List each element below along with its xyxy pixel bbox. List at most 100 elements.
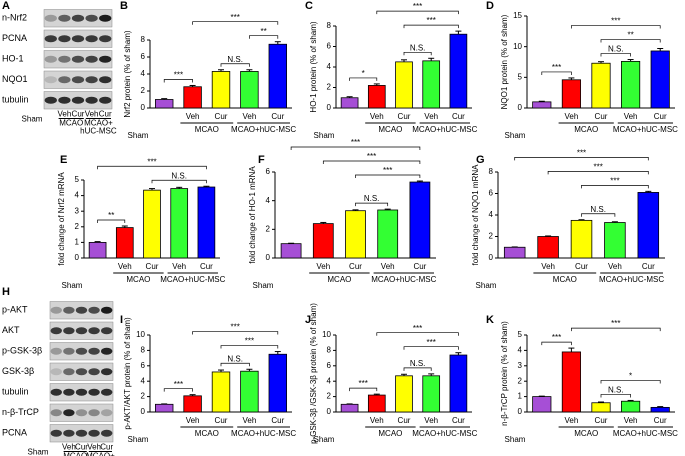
blot-band: [50, 409, 62, 417]
y-tick-label: 6: [327, 361, 332, 370]
y-tick-label: 2: [141, 392, 146, 401]
bar: [183, 86, 202, 109]
bar: [422, 60, 441, 109]
x-tick-label: Sham: [128, 131, 149, 140]
y-tick-label: 4: [518, 346, 523, 355]
y-tick-label: 8: [141, 346, 146, 355]
bar: [240, 71, 259, 109]
significance-label: ***: [610, 176, 619, 185]
group-label: MCAO: [378, 125, 402, 134]
x-tick-label: Veh: [565, 112, 579, 121]
y-tick-label: 6: [141, 361, 146, 370]
y-tick-label: 4: [75, 191, 80, 200]
blot-band: [44, 55, 57, 63]
blot-band: [75, 327, 88, 335]
significance-label: N.S.: [608, 386, 624, 395]
blot-band: [101, 327, 113, 335]
blot-band: [85, 76, 98, 84]
x-tick-label: Veh: [172, 262, 186, 271]
group-label: MCAO: [574, 429, 598, 438]
significance-bracket: [403, 346, 459, 350]
significance-label: ***: [413, 2, 422, 11]
y-tick-label: 2: [327, 83, 332, 92]
bar: [395, 375, 413, 413]
blot-band: [63, 327, 75, 335]
blot-row-label: HO-1: [2, 54, 24, 64]
x-tick-label: Sham: [505, 131, 526, 140]
blot-band: [63, 347, 75, 355]
panel-label: C: [305, 0, 313, 12]
blot-band: [63, 306, 75, 314]
y-tick-label: 0: [327, 407, 332, 416]
group-label: MCAO: [126, 275, 150, 284]
x-tick-label: Cur: [575, 262, 588, 271]
blot-band: [50, 306, 62, 314]
significance-label: ***: [231, 13, 240, 22]
significance-label: *: [362, 69, 365, 78]
panel-label: J: [305, 314, 311, 326]
blot-band: [50, 388, 62, 396]
y-tick-label: 4: [141, 69, 146, 78]
significance-bracket: [541, 71, 572, 75]
x-tick-label: Cur: [215, 416, 228, 425]
significance-label: *: [629, 372, 632, 381]
blot-band: [75, 409, 88, 417]
blot-row-label: tubulin: [2, 95, 29, 105]
x-tick-label: Veh: [624, 416, 638, 425]
significance-bracket: [349, 77, 378, 81]
blot-band: [50, 368, 62, 376]
blot-row-label: GSK-3β: [2, 366, 34, 376]
significance-bracket: [403, 24, 459, 29]
y-tick-label: 3: [75, 206, 80, 215]
lane-label: Sham: [22, 115, 43, 124]
blot-band: [99, 96, 112, 104]
bar: [280, 243, 302, 259]
panel-label: H: [2, 286, 10, 298]
y-axis-label: Nrf2 protein (% of sham): [123, 30, 132, 117]
significance-bracket: [349, 387, 378, 392]
x-tick-label: Veh: [243, 112, 257, 121]
significance-label: ***: [231, 323, 240, 332]
bar: [312, 223, 334, 259]
significance-label: N.S.: [608, 45, 624, 54]
bar: [449, 33, 468, 109]
y-tick-label: 6: [141, 52, 146, 61]
blot-row-label: p-GSK-3β: [2, 346, 42, 356]
blot-band: [88, 388, 100, 396]
blot-band: [44, 35, 57, 43]
significance-bracket: [376, 332, 459, 336]
significance-label: ***: [427, 16, 436, 25]
significance-label: N.S.: [410, 43, 426, 52]
x-tick-label: Cur: [452, 112, 465, 121]
y-tick-label: 6: [266, 167, 271, 176]
significance-bracket: [220, 345, 279, 349]
significance-label: ***: [383, 166, 392, 175]
bar: [621, 400, 641, 413]
blot-band: [71, 55, 85, 63]
x-tick-label: Veh: [424, 416, 438, 425]
group-label: MCAO+hUC-MSC: [160, 275, 225, 284]
blot-band: [58, 96, 71, 104]
significance-label: **: [108, 211, 114, 220]
group-label: hUC-MSC: [80, 127, 117, 136]
x-tick-label: Cur: [349, 262, 362, 271]
bar: [449, 354, 468, 413]
group-label: MCAO+hUC-MSC: [599, 275, 664, 284]
y-tick-label: 0: [518, 103, 523, 112]
bar: [367, 85, 386, 109]
group-label: MCAO+hUC-MSC: [231, 429, 296, 438]
bar: [345, 210, 366, 259]
x-tick-label: Cur: [654, 112, 667, 121]
y-tick-label: 5: [518, 72, 523, 81]
y-axis-label: fold change of NQO1 mRNA: [471, 164, 480, 266]
blot-band: [101, 368, 113, 376]
significance-bracket: [249, 35, 279, 39]
significance-label: N.S.: [590, 205, 606, 214]
y-tick-label: 0: [75, 253, 80, 262]
significance-bracket: [97, 219, 126, 224]
significance-label: ***: [552, 63, 561, 72]
y-tick-label: 2: [141, 86, 146, 95]
significance-bracket: [290, 146, 421, 151]
significance-label: ***: [611, 319, 620, 328]
